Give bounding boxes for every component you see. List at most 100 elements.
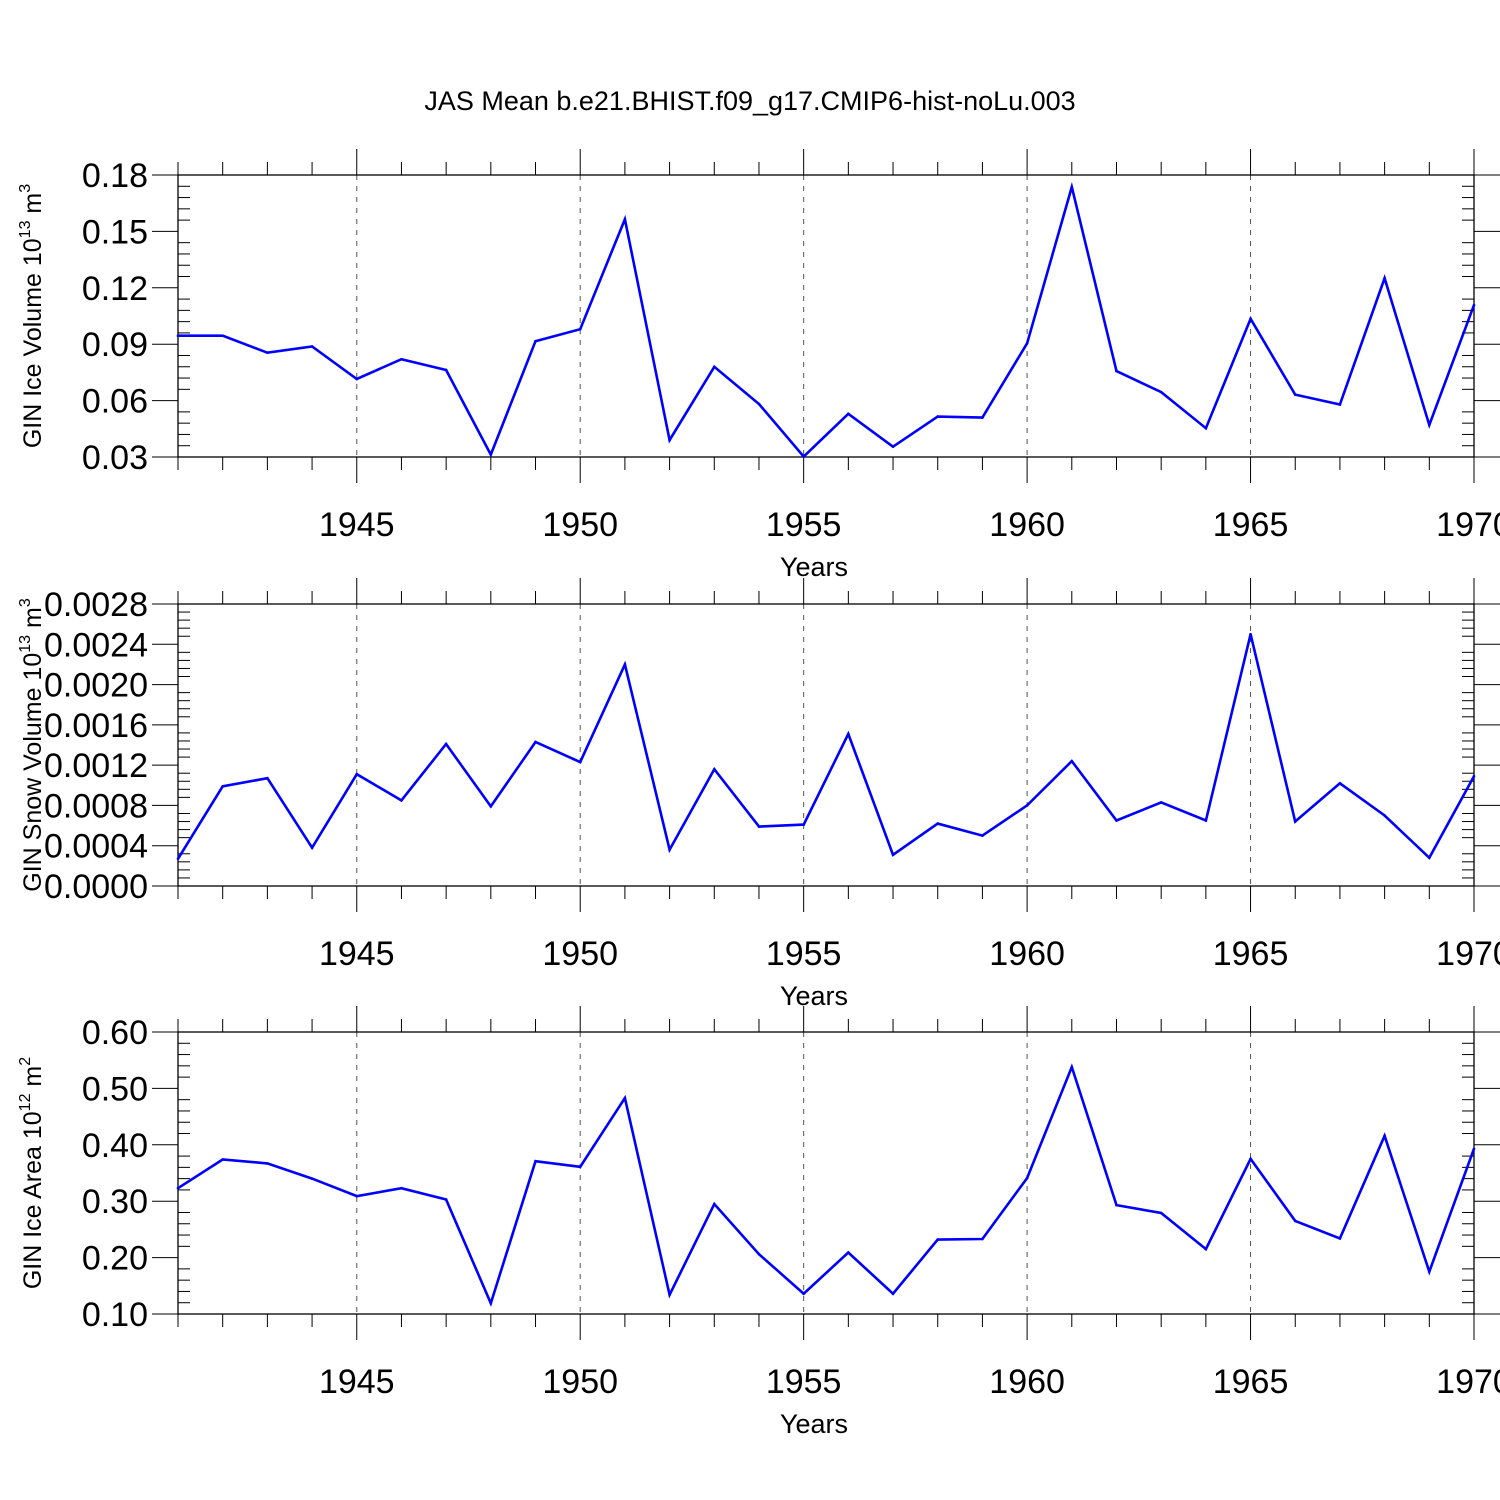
data-point: [310, 846, 314, 850]
data-point: [1383, 1134, 1386, 1138]
y-tick-label: 0.40: [82, 1127, 148, 1165]
data-point: [936, 415, 940, 418]
y-tick-label: 0.0000: [44, 868, 148, 906]
data-point: [623, 217, 627, 221]
data-point: [1204, 819, 1208, 822]
data-point: [489, 453, 493, 456]
y-tick-label: 0.18: [82, 157, 148, 195]
data-point: [847, 732, 850, 736]
data-point: [1293, 1219, 1297, 1223]
data-point: [400, 1186, 403, 1190]
y-axis-label: GIN Ice Area 1012 m2: [17, 1057, 47, 1289]
data-point: [1249, 1157, 1252, 1161]
series-line: [178, 181, 1476, 459]
x-tick-label: 1945: [319, 1363, 395, 1401]
data-point: [266, 351, 269, 354]
y-tick-label: 0.09: [82, 326, 148, 364]
y-tick-label: 0.0020: [44, 667, 148, 705]
data-point: [891, 445, 895, 448]
data-point: [310, 345, 314, 348]
y-tick-label: 0.03: [82, 439, 148, 477]
data-point: [1472, 774, 1476, 778]
data-point: [1338, 781, 1342, 785]
data-point: [668, 848, 671, 852]
data-point: [534, 339, 537, 343]
data-point: [1204, 1247, 1208, 1251]
data-point: [1070, 1065, 1074, 1069]
x-tick-label: 1965: [1213, 935, 1289, 973]
y-tick-label: 0.10: [82, 1296, 148, 1334]
data-point: [355, 772, 359, 776]
data-point: [176, 857, 180, 861]
y-tick-label: 0.0024: [44, 626, 148, 664]
x-axis-label: Years: [780, 552, 848, 582]
data-point: [1115, 1203, 1118, 1207]
data-point: [578, 327, 582, 331]
x-tick-label: 1945: [319, 935, 395, 973]
data-point: [221, 334, 224, 338]
x-tick-label: 1955: [766, 1363, 842, 1401]
data-point: [1025, 804, 1029, 807]
x-tick-label: 1965: [1213, 1363, 1289, 1401]
y-axis-label: GIN Ice Volume 1013 m3: [17, 184, 47, 448]
data-point: [802, 1292, 805, 1295]
series-line: [177, 1063, 1476, 1308]
y-tick-label: 0.15: [82, 213, 148, 251]
data-point: [400, 799, 403, 802]
data-point: [444, 742, 448, 746]
data-point: [623, 1096, 627, 1100]
plot-frame: [177, 1031, 1475, 1315]
data-point: [712, 365, 716, 369]
data-point: [1115, 819, 1118, 822]
series-line: [176, 633, 1476, 860]
data-point: [1070, 759, 1074, 763]
x-axis-label: Years: [780, 981, 848, 1011]
data-point: [623, 663, 627, 666]
data-point: [266, 1162, 269, 1165]
data-point: [1293, 820, 1297, 823]
data-point: [355, 377, 359, 381]
data-point: [1159, 1211, 1163, 1215]
panel-3: 0.10 0.20 0.30 0.40 0.50 0.60 1945 1950 1955 1960…: [17, 1006, 1500, 1439]
x-tick-label: 1950: [542, 506, 618, 544]
plot-frame: [177, 174, 1475, 458]
data-point: [1472, 1147, 1476, 1151]
data-point: [1383, 276, 1386, 280]
y-tick-label: 0.0008: [44, 787, 148, 825]
data-point: [1428, 856, 1431, 860]
data-point: [847, 412, 850, 416]
data-point: [1115, 369, 1118, 373]
x-tick-label: 1960: [989, 935, 1065, 973]
y-tick-label: 0.12: [82, 270, 148, 308]
data-point: [757, 1252, 761, 1256]
x-tick-label: 1970: [1436, 1363, 1500, 1401]
y-tick-label: 0.60: [82, 1014, 148, 1052]
data-point: [1428, 1270, 1431, 1273]
data-point: [1204, 426, 1208, 430]
data-point: [1025, 341, 1029, 345]
y-tick-label: 0.0016: [44, 707, 148, 745]
data-point: [936, 822, 940, 825]
panel-2: 0.00000.00040.00080.00120.00160.00200.00…: [17, 578, 1500, 1011]
data-point: [400, 357, 403, 361]
data-point: [176, 334, 180, 338]
plot-frame: [177, 603, 1475, 887]
data-point: [310, 1177, 314, 1180]
x-tick-label: 1970: [1436, 935, 1500, 973]
data-point: [936, 1238, 940, 1241]
y-tick-label: 0.0004: [44, 828, 148, 866]
data-point: [578, 1165, 582, 1169]
data-point: [221, 1158, 224, 1161]
x-tick-label: 1960: [989, 1363, 1065, 1401]
data-point: [578, 760, 582, 764]
data-point: [668, 1293, 671, 1297]
data-point: [981, 834, 984, 837]
x-tick-label: 1965: [1213, 506, 1289, 544]
data-point: [534, 1159, 537, 1163]
data-point: [1249, 632, 1252, 636]
data-point: [221, 784, 224, 788]
data-point: [1249, 317, 1252, 321]
data-point: [534, 740, 537, 744]
data-point: [1383, 814, 1386, 817]
